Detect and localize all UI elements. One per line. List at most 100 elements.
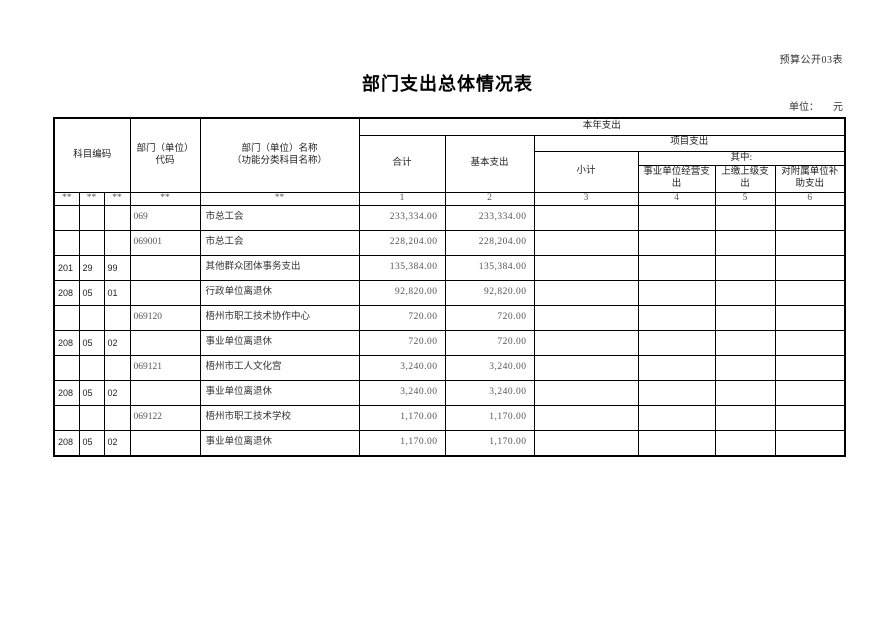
cell-subject-code-1: 208: [53, 380, 80, 407]
cell-upper-level: [714, 280, 776, 307]
index-cell: **: [129, 192, 201, 207]
cell-unit-code: 069001: [129, 230, 201, 257]
cell-subsidy: [774, 305, 846, 332]
header-unit-code: 部门（单位） 代码: [129, 117, 201, 194]
table-row: 069121 梧州市工人文化宫 3,240.00 3,240.00: [53, 355, 846, 382]
cell-total: 720.00: [358, 330, 446, 357]
cell-subject-code-2: [78, 405, 105, 432]
cell-upper-level: [714, 205, 776, 232]
cell-subject-code-3: [103, 205, 131, 232]
cell-unit-code: 069121: [129, 355, 201, 382]
cell-subsidy: [774, 280, 846, 307]
header-upper-level: 上缴上级支出: [714, 165, 776, 194]
header-among: 其中:: [637, 150, 846, 167]
header-basic: 基本支出: [444, 134, 535, 194]
cell-unit-code: [129, 255, 201, 282]
index-cell: 5: [714, 192, 776, 207]
cell-total: 135,384.00: [358, 255, 446, 282]
cell-subject-code-1: [53, 355, 80, 382]
cell-subsidy: [774, 255, 846, 282]
cell-subsidy: [774, 380, 846, 407]
cell-unit-code: [129, 380, 201, 407]
header-operating: 事业单位经营支出: [637, 165, 716, 194]
cell-subject-code-3: [103, 405, 131, 432]
cell-unit-name: 市总工会: [199, 230, 360, 257]
cell-subtotal: [533, 380, 639, 407]
table-row: 201 29 99 其他群众团体事务支出 135,384.00 135,384.00: [53, 255, 846, 282]
header-project: 项目支出: [533, 134, 846, 152]
cell-basic: 3,240.00: [444, 380, 535, 407]
cell-subtotal: [533, 255, 639, 282]
cell-subject-code-2: 05: [78, 380, 105, 407]
cell-subject-code-3: [103, 305, 131, 332]
unit-line: 单位： 元: [789, 98, 843, 113]
cell-unit-code: 069122: [129, 405, 201, 432]
cell-unit-name: 事业单位离退休: [199, 330, 360, 357]
header-total: 合计: [358, 134, 446, 194]
cell-upper-level: [714, 305, 776, 332]
cell-operating: [637, 255, 716, 282]
corner-form-label: 预算公开03表: [779, 55, 843, 66]
cell-basic: 3,240.00: [444, 355, 535, 382]
cell-unit-name: 梧州市职工技术学校: [199, 405, 360, 432]
cell-subtotal: [533, 230, 639, 257]
cell-basic: 1,170.00: [444, 405, 535, 432]
cell-subject-code-2: [78, 230, 105, 257]
cell-unit-code: [129, 430, 201, 457]
table-row: 208 05 02 事业单位离退休 720.00 720.00: [53, 330, 846, 357]
cell-subtotal: [533, 280, 639, 307]
cell-subtotal: [533, 355, 639, 382]
cell-subject-code-1: [53, 305, 80, 332]
cell-upper-level: [714, 230, 776, 257]
table-row: 069122 梧州市职工技术学校 1,170.00 1,170.00: [53, 405, 846, 432]
cell-subject-code-3: 99: [103, 255, 131, 282]
cell-operating: [637, 430, 716, 457]
header-subject-code: 科目编码: [53, 117, 131, 194]
cell-total: 720.00: [358, 305, 446, 332]
cell-upper-level: [714, 405, 776, 432]
header-subsidy: 对附属单位补助支出: [774, 165, 846, 194]
budget-table: 科目编码 部门（单位） 代码 部门（单位）名称 （功能分类科目名称） 本年支出 …: [53, 117, 847, 457]
cell-subsidy: [774, 355, 846, 382]
cell-basic: 228,204.00: [444, 230, 535, 257]
cell-total: 1,170.00: [358, 405, 446, 432]
header-subtotal: 小计: [533, 150, 639, 194]
cell-subject-code-2: [78, 205, 105, 232]
cell-subsidy: [774, 330, 846, 357]
cell-subject-code-1: [53, 230, 80, 257]
cell-basic: 720.00: [444, 305, 535, 332]
index-cell: 3: [533, 192, 639, 207]
cell-total: 3,240.00: [358, 380, 446, 407]
cell-subject-code-2: [78, 305, 105, 332]
cell-unit-name: 市总工会: [199, 205, 360, 232]
cell-unit-name: 梧州市职工技术协作中心: [199, 305, 360, 332]
table-row: 069120 梧州市职工技术协作中心 720.00 720.00: [53, 305, 846, 332]
cell-subject-code-2: [78, 355, 105, 382]
cell-unit-code: 069120: [129, 305, 201, 332]
cell-total: 228,204.00: [358, 230, 446, 257]
cell-subject-code-3: [103, 230, 131, 257]
cell-total: 3,240.00: [358, 355, 446, 382]
index-cell: 6: [774, 192, 846, 207]
cell-total: 1,170.00: [358, 430, 446, 457]
cell-subject-code-1: [53, 405, 80, 432]
unit-label: 单位：: [789, 102, 819, 113]
cell-subject-code-1: 201: [53, 255, 80, 282]
cell-operating: [637, 230, 716, 257]
cell-upper-level: [714, 380, 776, 407]
cell-subject-code-2: 29: [78, 255, 105, 282]
cell-unit-name: 行政单位离退休: [199, 280, 360, 307]
table-row: 069 市总工会 233,334.00 233,334.00: [53, 205, 846, 232]
cell-unit-name: 事业单位离退休: [199, 430, 360, 457]
header-current-year: 本年支出: [358, 117, 846, 136]
cell-basic: 233,334.00: [444, 205, 535, 232]
cell-subsidy: [774, 230, 846, 257]
cell-unit-name: 其他群众团体事务支出: [199, 255, 360, 282]
index-cell: **: [103, 192, 131, 207]
cell-subject-code-3: 02: [103, 330, 131, 357]
cell-operating: [637, 405, 716, 432]
table-row: 208 05 02 事业单位离退休 1,170.00 1,170.00: [53, 430, 846, 457]
cell-upper-level: [714, 255, 776, 282]
cell-operating: [637, 355, 716, 382]
table-row: 069001 市总工会 228,204.00 228,204.00: [53, 230, 846, 257]
